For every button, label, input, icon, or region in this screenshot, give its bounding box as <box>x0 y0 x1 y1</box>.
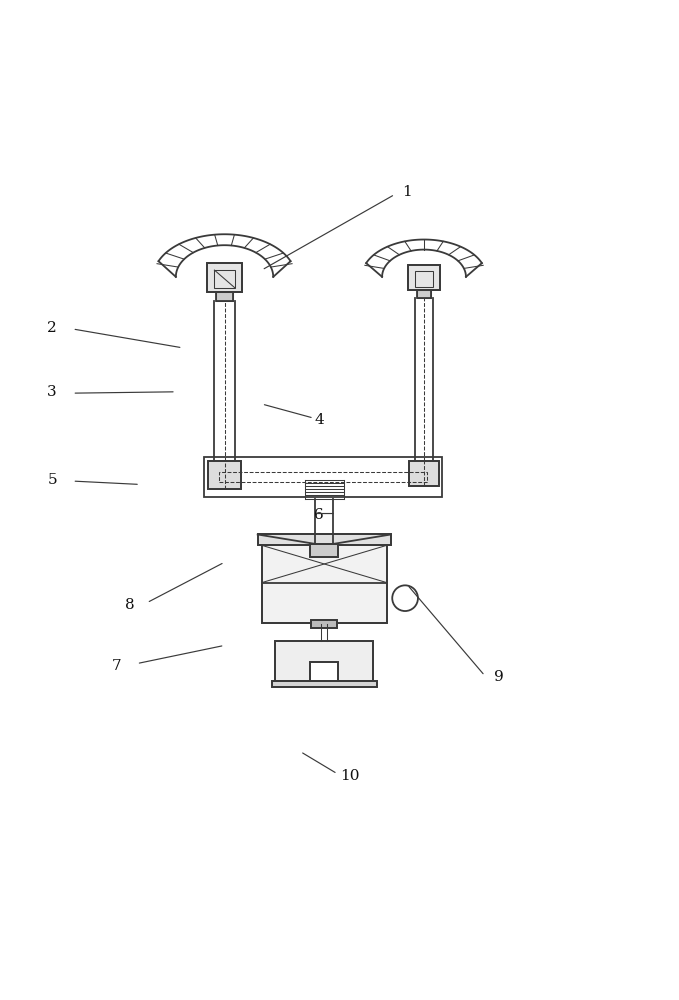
Bar <box>219 472 427 482</box>
Bar <box>257 534 391 545</box>
Bar <box>207 263 242 292</box>
Bar <box>416 271 433 287</box>
Circle shape <box>392 585 418 611</box>
Text: 8: 8 <box>125 598 134 612</box>
Bar <box>275 641 373 681</box>
Bar <box>310 662 339 681</box>
Text: 9: 9 <box>494 670 503 684</box>
Bar <box>217 292 233 301</box>
Bar <box>261 545 387 623</box>
Text: 1: 1 <box>402 185 412 199</box>
Bar <box>418 290 430 298</box>
Bar <box>409 265 439 290</box>
Bar <box>272 681 377 687</box>
Bar <box>272 681 377 687</box>
Bar <box>310 544 339 557</box>
Bar <box>418 290 430 298</box>
Text: 10: 10 <box>340 769 359 783</box>
Bar <box>312 620 337 628</box>
Bar <box>409 461 439 486</box>
Bar <box>217 292 233 301</box>
Bar <box>215 270 235 288</box>
Bar <box>257 534 391 545</box>
Text: 6: 6 <box>314 508 324 522</box>
Bar <box>409 265 439 290</box>
Bar <box>208 461 242 489</box>
Bar <box>207 263 242 292</box>
Bar <box>409 461 439 486</box>
Bar <box>261 545 387 623</box>
Text: 7: 7 <box>111 659 121 673</box>
Text: 3: 3 <box>48 385 57 399</box>
Text: 5: 5 <box>48 473 57 487</box>
Bar <box>275 641 373 681</box>
Bar <box>204 457 442 497</box>
Text: 4: 4 <box>314 413 324 427</box>
Bar <box>310 662 339 681</box>
Bar <box>310 544 339 557</box>
Bar <box>208 461 242 489</box>
Bar <box>312 620 337 628</box>
Text: 2: 2 <box>48 321 57 335</box>
